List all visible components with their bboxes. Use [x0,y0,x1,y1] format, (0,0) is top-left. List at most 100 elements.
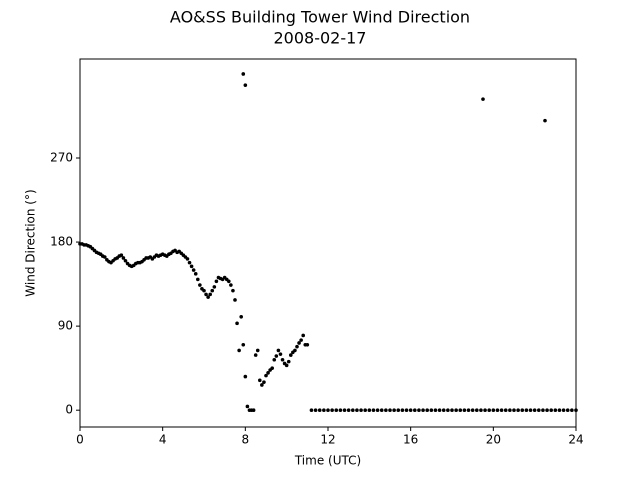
data-point [413,408,417,412]
data-point [495,408,500,412]
chart-subtitle: 2008-02-17 [274,29,367,48]
data-point [520,408,525,412]
data-point [309,408,314,412]
data-point [404,408,409,412]
y-tick-label: 180 [50,235,73,249]
data-point [425,408,430,412]
data-point [313,408,318,412]
data-point [322,408,326,412]
data-point [121,256,126,260]
data-point [396,408,401,412]
data-point [470,408,475,412]
data-point [400,408,405,412]
data-point [262,380,266,384]
data-point [458,408,463,412]
x-tick-label: 20 [486,433,501,447]
data-point [258,378,262,383]
data-point [561,408,566,412]
data-point [371,408,376,412]
data-point [388,408,392,412]
data-point [284,363,289,368]
data-point [210,288,215,293]
data-point [235,321,239,326]
y-tick-label: 0 [65,403,73,417]
data-point [276,348,281,353]
data-point [429,408,434,412]
data-point [202,288,206,293]
data-point [545,408,549,412]
data-point [208,292,212,297]
data-point [342,408,347,412]
data-point [475,408,479,412]
data-point [334,408,339,412]
data-point [305,343,310,347]
data-point [379,408,384,412]
data-point [198,283,202,287]
data-point [512,408,516,412]
data-point [233,298,237,302]
data-point [229,283,233,287]
data-point [524,408,529,412]
data-point [289,353,293,357]
data-point [295,344,299,349]
data-point [351,408,355,412]
data-point [317,408,322,412]
data-point [346,408,351,412]
data-point [245,404,250,409]
data-point [278,352,283,356]
data-point [433,408,438,412]
x-tick-label: 8 [242,433,250,447]
data-point [253,353,258,357]
data-point [243,374,248,379]
data-point [543,118,547,123]
data-point [532,408,537,412]
data-point [367,408,372,412]
data-point [191,268,196,272]
data-point [251,408,256,412]
data-point [537,408,541,412]
plot-frame [79,58,577,428]
data-point [227,279,231,284]
data-point [241,343,246,347]
data-point [338,408,343,412]
chart-title: AO&SS Building Tower Wind Direction [170,8,470,27]
data-point [272,357,277,362]
data-point [499,408,504,412]
data-point [286,359,291,364]
data-point [274,354,279,358]
data-point [266,371,270,375]
data-point [483,408,487,412]
data-point [359,408,363,412]
x-tick-label: 12 [320,433,335,447]
data-point [454,408,458,412]
data-point [565,408,570,412]
data-point [487,408,492,412]
data-point [237,348,241,353]
data-point [212,285,217,289]
data-point [330,408,334,412]
data-point [260,383,264,387]
data-point [528,408,533,412]
y-axis-label: Wind Direction (°) [24,189,38,296]
data-point [239,314,243,319]
data-point [196,277,200,282]
data-point [462,408,467,412]
data-point [437,408,442,412]
y-tick-label: 90 [58,319,73,333]
data-point [243,83,248,87]
data-point [189,264,194,269]
data-point [103,255,107,259]
data-point [491,408,496,412]
data-point [553,408,558,412]
data-point [270,366,275,370]
x-axis-label: Time (UTC) [294,454,361,468]
data-point [193,272,198,276]
data-point [417,408,421,412]
data-point [206,295,210,299]
data-point [574,408,578,412]
data-point [516,408,520,412]
data-point [466,408,471,412]
data-point [481,97,485,101]
data-point [231,288,235,293]
